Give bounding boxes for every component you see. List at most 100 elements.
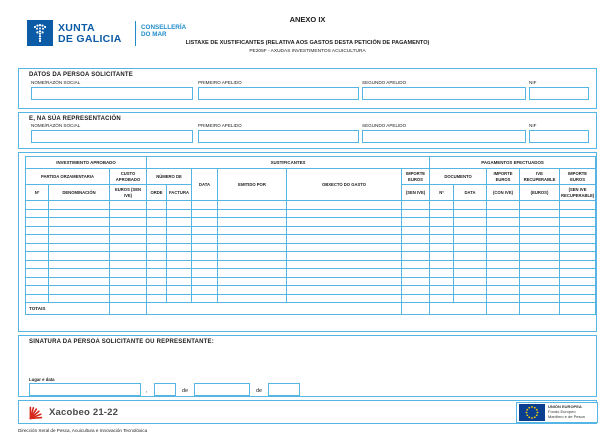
grid-cell[interactable] (486, 200, 521, 210)
grid-cell[interactable] (486, 251, 521, 261)
grid-cell[interactable] (486, 259, 521, 269)
grid-cell[interactable] (519, 251, 561, 261)
grid-cell[interactable] (453, 225, 488, 235)
representative-primeiro-apelido-input[interactable] (198, 129, 359, 143)
grid-cell[interactable] (286, 217, 402, 227)
applicant-nif-input[interactable] (529, 86, 589, 100)
grid-cell[interactable] (400, 251, 431, 261)
grid-cell[interactable] (429, 242, 455, 252)
grid-cell[interactable] (217, 242, 287, 252)
grid-cell[interactable] (166, 251, 192, 261)
grid-cell[interactable] (146, 259, 167, 269)
grid-cell[interactable] (286, 285, 402, 295)
grid-cell[interactable] (146, 208, 167, 218)
grid-cell[interactable] (48, 285, 110, 295)
grid-cell[interactable] (453, 200, 488, 210)
grid-cell[interactable] (429, 208, 455, 218)
grid-cell[interactable] (519, 217, 561, 227)
grid-cell[interactable] (286, 276, 402, 286)
grid-cell[interactable] (146, 293, 167, 303)
grid-cell[interactable] (519, 242, 561, 252)
grid-cell[interactable] (25, 268, 49, 278)
grid-cell[interactable] (48, 268, 110, 278)
grid-cell[interactable] (25, 293, 49, 303)
grid-cell[interactable] (486, 208, 521, 218)
grid-cell[interactable] (429, 234, 455, 244)
grid-cell[interactable] (48, 208, 110, 218)
grid-cell[interactable] (166, 208, 192, 218)
grid-cell[interactable] (429, 217, 455, 227)
grid-cell[interactable] (166, 200, 192, 210)
grid-cell[interactable] (166, 225, 192, 235)
grid-cell[interactable] (400, 200, 431, 210)
grid-cell[interactable] (109, 208, 147, 218)
grid-cell[interactable] (191, 200, 218, 210)
grid-cell[interactable] (453, 276, 488, 286)
grid-cell[interactable] (217, 225, 287, 235)
grid-cell[interactable] (286, 234, 402, 244)
grid-cell[interactable] (48, 276, 110, 286)
grid-cell[interactable] (25, 217, 49, 227)
grid-cell[interactable] (559, 200, 597, 210)
grid-cell[interactable] (286, 259, 402, 269)
grid-cell[interactable] (25, 276, 49, 286)
grid-cell[interactable] (519, 293, 561, 303)
grid-cell[interactable] (109, 285, 147, 295)
grid-cell[interactable] (453, 217, 488, 227)
grid-cell[interactable] (166, 217, 192, 227)
grid-cell[interactable] (191, 208, 218, 218)
day-input[interactable] (154, 383, 176, 396)
grid-cell[interactable] (519, 268, 561, 278)
grid-cell[interactable] (453, 208, 488, 218)
grid-cell[interactable] (109, 251, 147, 261)
grid-cell[interactable] (429, 251, 455, 261)
grid-cell[interactable] (400, 234, 431, 244)
grid-cell[interactable] (166, 293, 192, 303)
total-custo-aprobado-cell[interactable] (109, 302, 147, 315)
grid-cell[interactable] (559, 268, 597, 278)
grid-cell[interactable] (146, 217, 167, 227)
representative-nome-input[interactable] (31, 129, 193, 143)
grid-cell[interactable] (217, 259, 287, 269)
grid-cell[interactable] (191, 268, 218, 278)
grid-cell[interactable] (25, 251, 49, 261)
grid-cell[interactable] (191, 293, 218, 303)
grid-cell[interactable] (109, 225, 147, 235)
grid-cell[interactable] (146, 268, 167, 278)
grid-cell[interactable] (25, 242, 49, 252)
grid-cell[interactable] (559, 234, 597, 244)
grid-cell[interactable] (25, 208, 49, 218)
grid-cell[interactable] (146, 276, 167, 286)
applicant-segundo-apelido-input[interactable] (362, 86, 526, 100)
grid-cell[interactable] (217, 234, 287, 244)
grid-cell[interactable] (166, 268, 192, 278)
grid-cell[interactable] (217, 217, 287, 227)
grid-cell[interactable] (109, 200, 147, 210)
grid-cell[interactable] (559, 293, 597, 303)
grid-cell[interactable] (286, 268, 402, 278)
grid-cell[interactable] (191, 217, 218, 227)
grid-cell[interactable] (191, 225, 218, 235)
grid-cell[interactable] (453, 234, 488, 244)
grid-cell[interactable] (217, 208, 287, 218)
grid-cell[interactable] (486, 268, 521, 278)
month-input[interactable] (194, 383, 250, 396)
grid-cell[interactable] (400, 217, 431, 227)
grid-cell[interactable] (109, 268, 147, 278)
grid-cell[interactable] (400, 242, 431, 252)
grid-cell[interactable] (286, 208, 402, 218)
grid-cell[interactable] (25, 234, 49, 244)
grid-cell[interactable] (519, 200, 561, 210)
grid-cell[interactable] (400, 268, 431, 278)
grid-cell[interactable] (48, 234, 110, 244)
grid-cell[interactable] (559, 225, 597, 235)
grid-cell[interactable] (48, 200, 110, 210)
grid-cell[interactable] (429, 268, 455, 278)
grid-cell[interactable] (519, 234, 561, 244)
grid-cell[interactable] (429, 276, 455, 286)
grid-cell[interactable] (429, 225, 455, 235)
grid-cell[interactable] (48, 293, 110, 303)
grid-cell[interactable] (191, 242, 218, 252)
grid-cell[interactable] (486, 234, 521, 244)
grid-cell[interactable] (429, 285, 455, 295)
